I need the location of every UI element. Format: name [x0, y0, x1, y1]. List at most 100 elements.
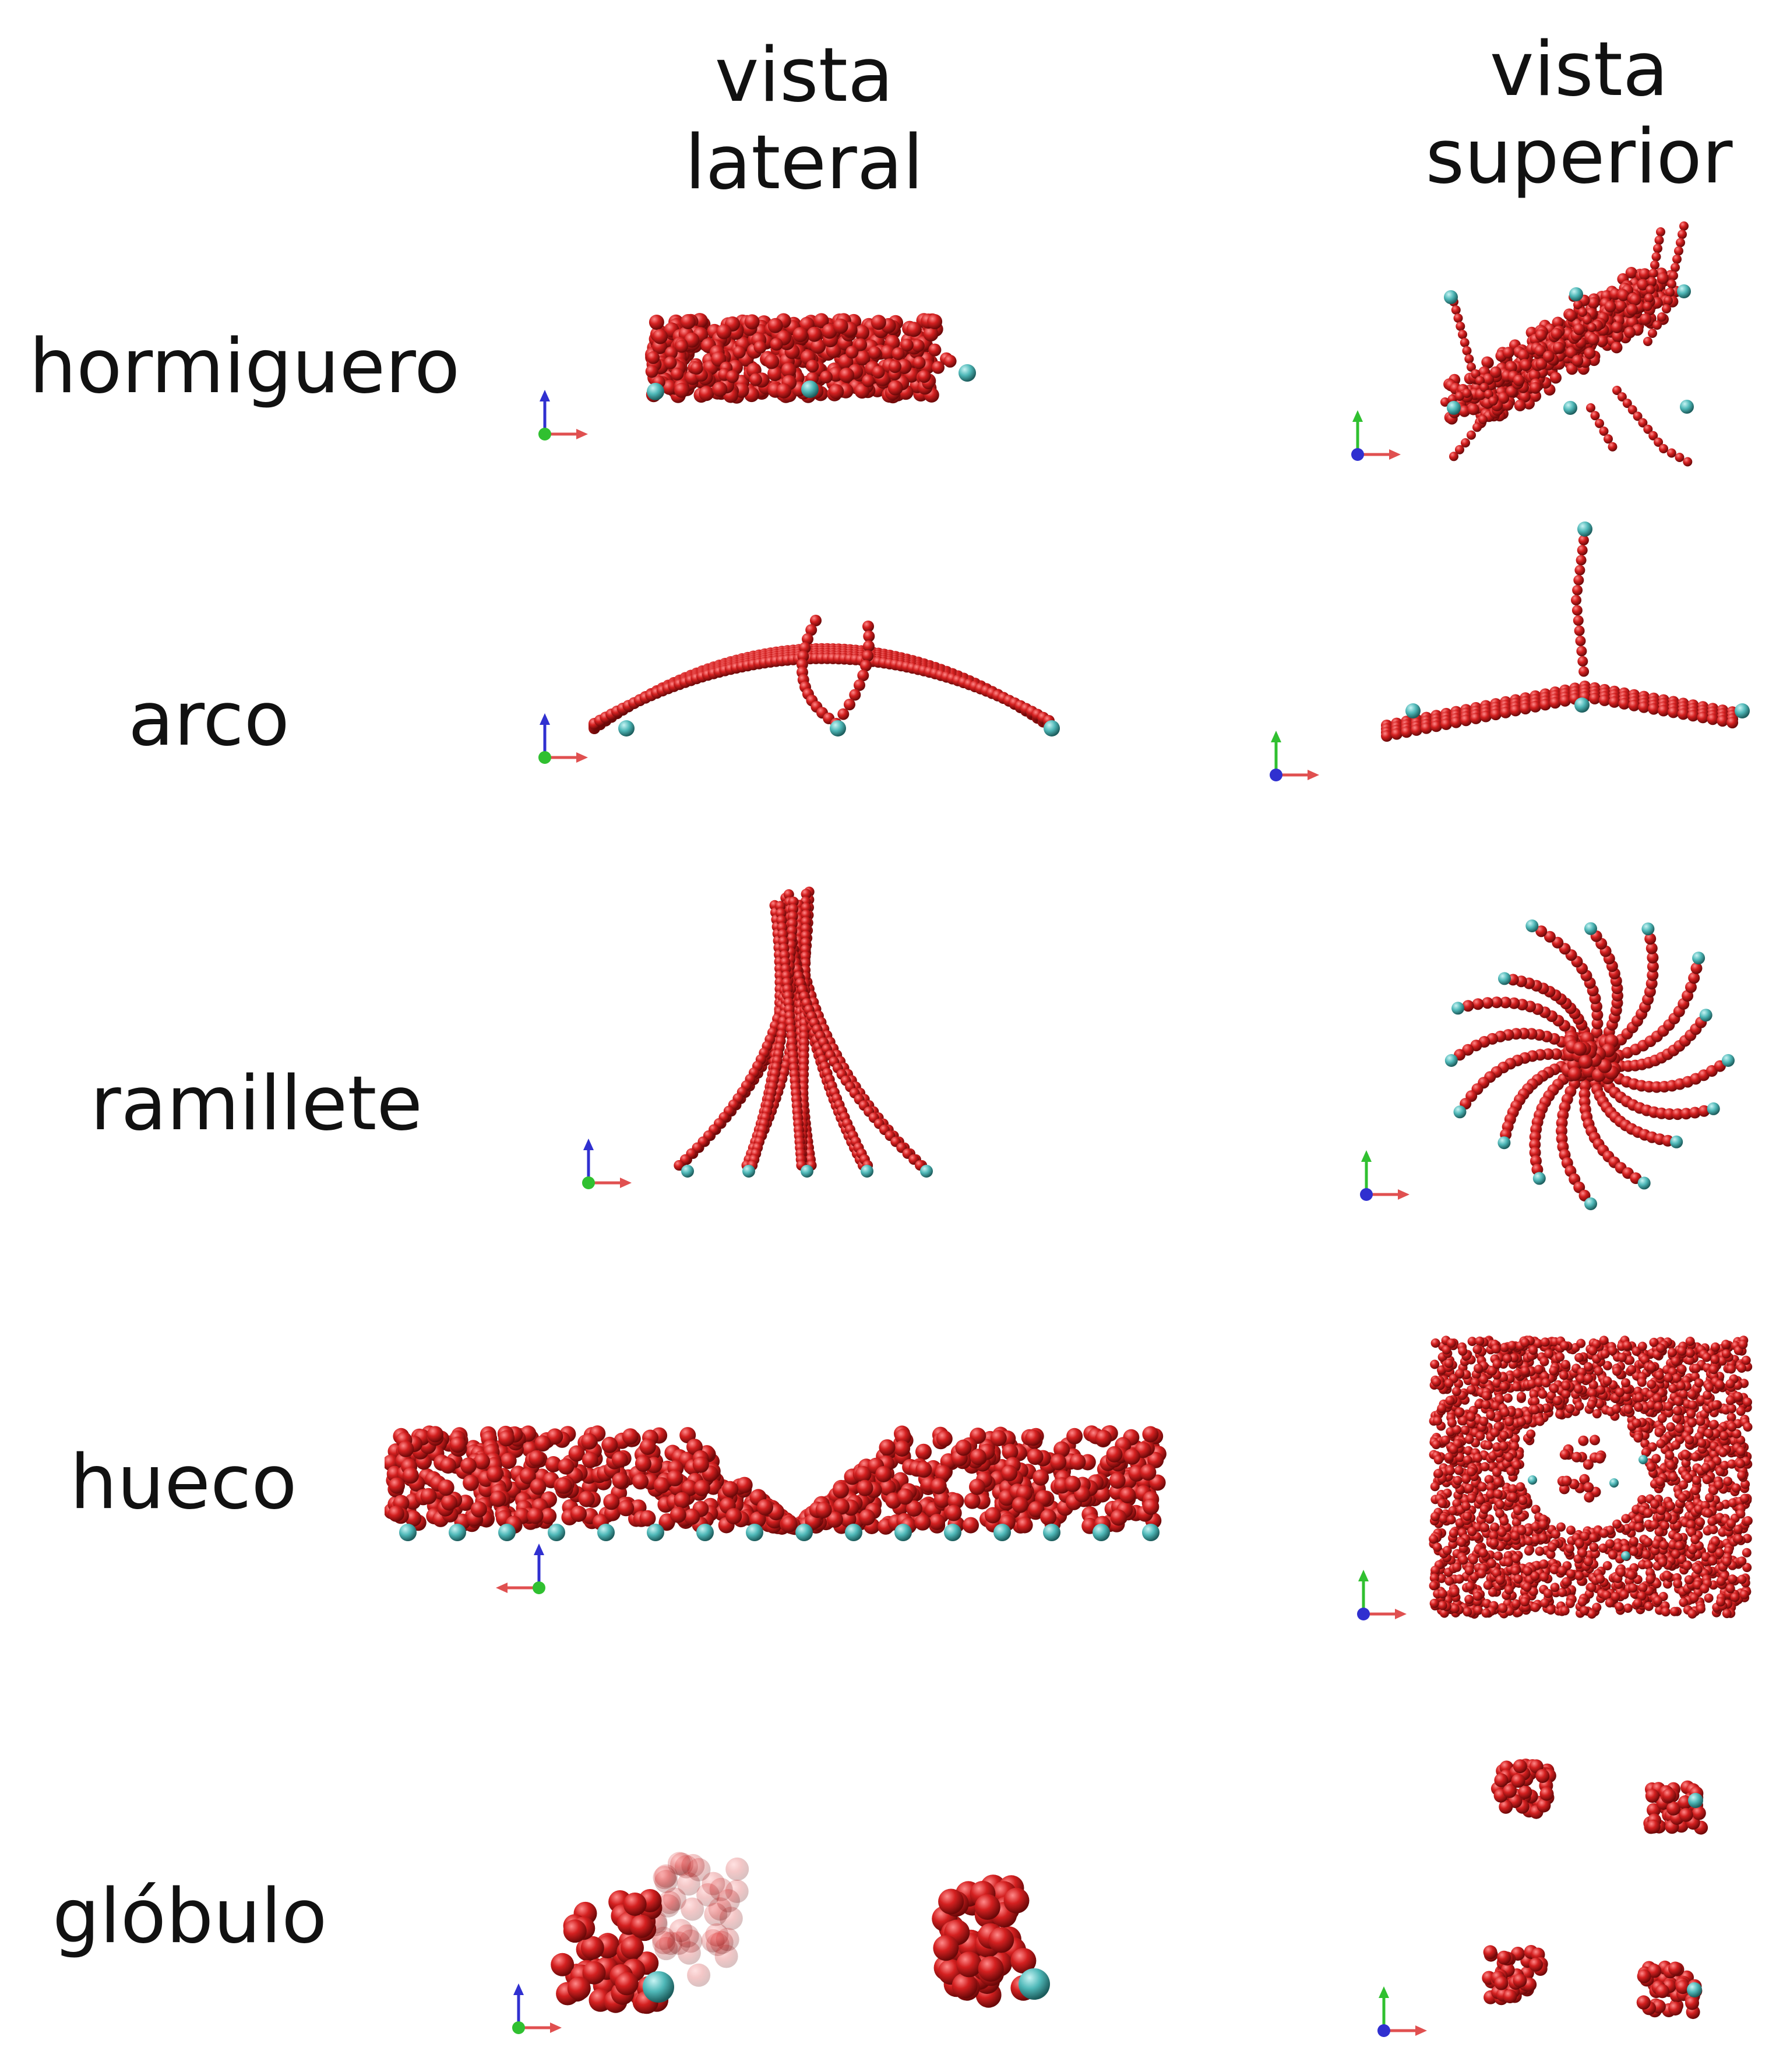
- bead: [839, 367, 855, 383]
- anchor-bead: [1707, 1102, 1720, 1115]
- bead: [1467, 403, 1479, 415]
- bead: [1591, 1009, 1604, 1021]
- anchor-bead: [1019, 1968, 1050, 2000]
- bead: [1626, 304, 1638, 316]
- bead: [1142, 1426, 1159, 1443]
- bead: [1677, 1365, 1687, 1374]
- bead: [1652, 320, 1662, 330]
- bead: [1528, 1587, 1538, 1597]
- bead: [1028, 1501, 1045, 1518]
- bead: [654, 1870, 678, 1893]
- bead: [806, 360, 819, 373]
- bead: [1454, 1465, 1464, 1475]
- bead: [1742, 1548, 1752, 1557]
- bead: [854, 325, 870, 340]
- bead: [1500, 706, 1511, 718]
- anchor-bead: [1670, 1135, 1683, 1148]
- bead: [1594, 1366, 1604, 1376]
- bead: [1592, 1602, 1602, 1612]
- bead: [1583, 315, 1592, 325]
- bead: [1719, 1461, 1729, 1470]
- bead: [527, 1507, 544, 1524]
- bead: [1576, 1338, 1586, 1348]
- bead: [684, 332, 700, 348]
- bead: [935, 1465, 952, 1482]
- bead: [1535, 329, 1547, 341]
- bead: [970, 1449, 986, 1465]
- bead: [1653, 244, 1662, 253]
- bead: [1147, 1451, 1164, 1468]
- bead: [829, 384, 844, 400]
- bead: [665, 346, 678, 360]
- bead: [1740, 1479, 1750, 1489]
- bead: [1604, 301, 1616, 313]
- anchor-bead: [647, 1524, 664, 1541]
- bead: [547, 1428, 563, 1445]
- bead: [896, 359, 912, 374]
- bead: [1066, 1428, 1083, 1444]
- bead: [1708, 1525, 1718, 1534]
- bead: [1602, 1590, 1612, 1600]
- bead: [519, 1468, 536, 1485]
- bead: [1444, 1358, 1454, 1368]
- bead: [578, 1490, 595, 1507]
- panel-globulo-lateral: [501, 1818, 1095, 2051]
- bead: [1621, 1514, 1631, 1524]
- anchor-bead: [1722, 1054, 1735, 1067]
- bead: [1499, 996, 1511, 1009]
- bead: [1449, 452, 1458, 461]
- bead: [1737, 1556, 1747, 1566]
- bead: [905, 1500, 922, 1517]
- bead: [1587, 1583, 1597, 1592]
- bead: [1676, 238, 1685, 248]
- bead: [1455, 445, 1464, 454]
- bead: [1565, 1404, 1575, 1414]
- bead: [1530, 700, 1541, 713]
- bead: [813, 313, 829, 329]
- bead: [1598, 1059, 1612, 1073]
- bead: [1648, 269, 1658, 278]
- bead: [1559, 695, 1571, 707]
- bead: [1612, 386, 1622, 395]
- bead: [1627, 405, 1637, 415]
- bead: [1460, 338, 1470, 347]
- bead: [449, 1436, 466, 1453]
- bead: [911, 339, 925, 353]
- panel-hueco-superior: [1340, 1323, 1760, 1637]
- bead: [563, 1919, 587, 1943]
- bead: [1576, 646, 1587, 657]
- bead: [460, 1457, 477, 1474]
- bead: [1535, 358, 1548, 370]
- anchor-bead: [920, 1165, 933, 1178]
- bead: [1504, 1417, 1514, 1426]
- bead: [1449, 1528, 1458, 1538]
- bead: [1608, 696, 1620, 708]
- bead: [854, 383, 870, 399]
- bead: [1587, 323, 1597, 332]
- bead: [767, 366, 783, 382]
- bead: [687, 1858, 711, 1881]
- bead: [1012, 1496, 1028, 1513]
- bead: [1549, 1384, 1559, 1393]
- bead: [470, 1501, 487, 1518]
- anchor-bead: [1497, 1136, 1511, 1150]
- bead: [1517, 349, 1530, 361]
- bead: [1679, 1389, 1689, 1399]
- anchor-bead: [801, 380, 819, 398]
- bead: [1675, 453, 1685, 462]
- bead: [1565, 347, 1577, 359]
- bead: [667, 1470, 683, 1486]
- bead: [486, 1466, 503, 1483]
- bead: [1625, 1355, 1635, 1365]
- bead: [1502, 347, 1514, 359]
- bead: [1637, 279, 1649, 291]
- bead: [1640, 313, 1652, 325]
- bead: [1643, 1560, 1653, 1570]
- bead: [1492, 1378, 1502, 1388]
- bead: [1596, 335, 1608, 347]
- row-label-arco: arco: [128, 676, 290, 763]
- bead: [1490, 996, 1503, 1009]
- bead: [1685, 981, 1697, 993]
- anchor-bead: [1444, 1054, 1458, 1067]
- bead: [1741, 1355, 1751, 1365]
